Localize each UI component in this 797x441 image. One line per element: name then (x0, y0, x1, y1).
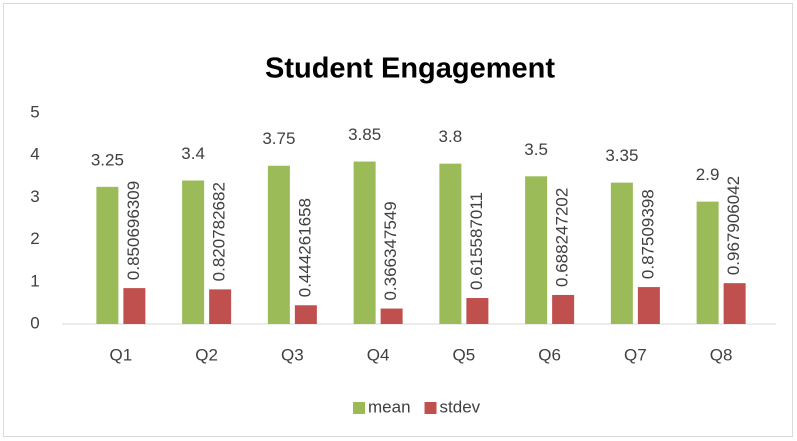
bar (439, 163, 462, 324)
x-tick-label: Q8 (710, 345, 733, 364)
data-label: 3.85 (348, 125, 381, 144)
bar (267, 165, 290, 324)
y-tick-label: 3 (30, 187, 39, 206)
chart-border (3, 3, 793, 437)
x-tick-label: Q2 (195, 345, 218, 364)
legend-label: mean (368, 397, 411, 416)
y-tick-label: 1 (30, 271, 39, 290)
y-tick-label: 2 (30, 229, 39, 248)
data-label: 0.444261658 (295, 198, 314, 297)
bar (723, 283, 746, 324)
bar (209, 289, 232, 324)
bar (380, 308, 403, 324)
y-tick-label: 4 (30, 145, 39, 164)
y-tick-label: 5 (30, 102, 39, 121)
x-tick-label: Q5 (453, 345, 476, 364)
bar (294, 305, 317, 324)
data-label: 0.366347549 (381, 201, 400, 300)
bar (610, 182, 633, 324)
legend-swatch (424, 402, 437, 414)
bar (696, 201, 719, 324)
data-label: 0.967906042 (724, 176, 743, 275)
bar (466, 298, 489, 324)
data-label: 3.8 (439, 127, 463, 146)
data-label: 3.25 (91, 150, 124, 169)
bar (525, 176, 548, 324)
data-label: 3.75 (262, 129, 295, 148)
y-tick-label: 0 (30, 313, 39, 332)
data-label: 2.9 (696, 165, 720, 184)
data-label: 0.820782682 (210, 182, 229, 281)
bar (96, 186, 119, 324)
data-label: 3.4 (181, 144, 205, 163)
data-label: 0.850696309 (124, 181, 143, 280)
x-tick-label: Q4 (367, 345, 390, 364)
bar (353, 161, 376, 324)
bar (552, 294, 575, 324)
data-label: 0.615587011 (467, 192, 486, 290)
x-tick-label: Q3 (281, 345, 304, 364)
bar (123, 288, 146, 324)
data-label: 0.87509398 (638, 189, 657, 279)
x-tick-label: Q7 (624, 345, 647, 364)
x-tick-label: Q1 (110, 345, 133, 364)
x-tick-label: Q6 (538, 345, 561, 364)
bar (637, 287, 660, 324)
bar (182, 180, 205, 324)
legend-label: stdev (440, 397, 481, 416)
legend-swatch (353, 402, 365, 414)
data-label: 3.5 (524, 140, 548, 159)
data-label: 3.35 (605, 146, 638, 165)
chart-title: Student Engagement (265, 53, 555, 85)
data-label: 0.688247202 (553, 188, 572, 287)
